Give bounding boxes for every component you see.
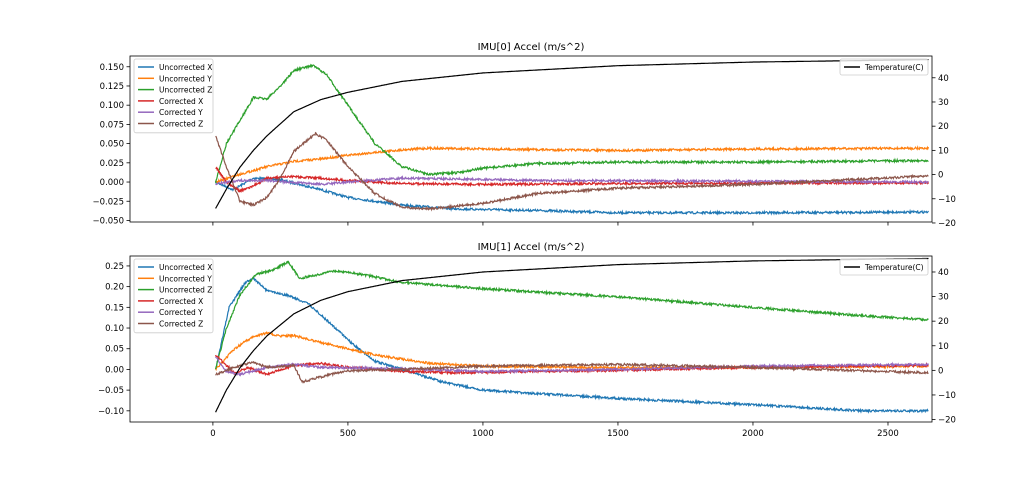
y-tick-label: 0.10 xyxy=(105,324,124,334)
y-tick-label: 0.05 xyxy=(105,345,124,355)
series-line-corrected-x xyxy=(215,354,929,377)
x-tick-label: 1000 xyxy=(472,429,494,439)
y2-tick-label: 40 xyxy=(938,74,949,84)
legend-label: Uncorrected Y xyxy=(159,274,212,283)
legend-temperature: Temperature(C) xyxy=(839,258,929,276)
legend-box xyxy=(839,258,929,276)
temperature-line xyxy=(215,257,929,413)
legend-label: Corrected Z xyxy=(159,320,203,329)
y2-tick-label: 10 xyxy=(938,342,949,352)
y2-tick-label: 30 xyxy=(938,293,949,303)
axes-frame xyxy=(129,55,933,223)
legend-label: Uncorrected X xyxy=(159,63,212,72)
series-line-corrected-z xyxy=(215,131,929,212)
legend: Uncorrected X Uncorrected Y Uncorrected Z C… xyxy=(133,258,214,334)
temperature-line xyxy=(215,59,929,209)
y-tick-label: 0.15 xyxy=(105,303,124,313)
legend-label: Temperature(C) xyxy=(864,263,924,272)
y2-tick-label: 20 xyxy=(938,122,949,132)
y-tick-label: −0.025 xyxy=(93,197,124,207)
y2-tick-label: 0 xyxy=(938,366,943,376)
axes-frame xyxy=(129,255,933,423)
y-tick-label: −0.05 xyxy=(98,386,124,396)
x-tick-label: 2500 xyxy=(877,429,899,439)
y2-tick-label: 30 xyxy=(938,98,949,108)
y-tick-label: 0.150 xyxy=(100,63,124,73)
y-tick-label: 0.025 xyxy=(100,159,124,169)
x-tick-label: 2000 xyxy=(742,429,764,439)
series-line-corrected-y xyxy=(215,356,930,377)
legend-temperature: Temperature(C) xyxy=(839,58,929,76)
legend-label: Corrected Y xyxy=(159,108,203,117)
y-tick-label: 0.20 xyxy=(105,283,124,293)
y2-tick-label: 10 xyxy=(938,146,949,156)
legend-label: Uncorrected Z xyxy=(159,286,212,295)
y2-tick-label: 40 xyxy=(938,268,949,278)
series-line-uncorrected-x xyxy=(215,175,929,216)
legend-label: Corrected Y xyxy=(159,308,203,317)
y-tick-label: 0.00 xyxy=(105,365,124,375)
y-tick-label: 0.25 xyxy=(105,262,124,272)
y-tick-label: −0.050 xyxy=(93,216,124,226)
series-line-corrected-z xyxy=(215,360,929,384)
chart-title: IMU[1] Accel (m/s^2) xyxy=(478,242,585,253)
y2-tick-label: −10 xyxy=(938,391,956,401)
y-tick-label: −0.10 xyxy=(98,407,124,417)
x-tick-label: 0 xyxy=(210,429,215,439)
x-tick-label: 1500 xyxy=(607,429,629,439)
legend-label: Corrected X xyxy=(159,297,203,306)
chart-title: IMU[0] Accel (m/s^2) xyxy=(478,42,585,53)
legend-box xyxy=(133,58,214,134)
y-tick-label: 0.125 xyxy=(100,82,124,92)
legend-label: Corrected Z xyxy=(159,120,203,129)
legend-label: Corrected X xyxy=(159,97,203,106)
legend-label: Uncorrected X xyxy=(159,263,212,272)
y2-tick-label: 0 xyxy=(938,171,943,181)
y-tick-label: 0.100 xyxy=(100,101,124,111)
legend-box xyxy=(133,258,214,334)
series-line-uncorrected-z xyxy=(215,63,929,183)
y-tick-label: 0.000 xyxy=(100,178,124,188)
y2-tick-label: 20 xyxy=(938,317,949,327)
y2-tick-label: −10 xyxy=(938,195,956,205)
series-line-uncorrected-y xyxy=(215,145,930,184)
y-tick-label: 0.050 xyxy=(100,140,124,150)
y-tick-label: 0.075 xyxy=(100,120,124,130)
series-line-uncorrected-z xyxy=(215,260,929,370)
x-tick-label: 500 xyxy=(340,429,356,439)
y2-tick-label: −20 xyxy=(938,416,956,426)
legend-label: Uncorrected Z xyxy=(159,86,212,95)
legend-label: Uncorrected Y xyxy=(159,74,212,83)
subplot-0: IMU[0] Accel (m/s^2) −0.050 −0.025 0.000 0.0… xyxy=(93,42,956,229)
legend: Uncorrected X Uncorrected Y Uncorrected Z C… xyxy=(133,58,214,134)
legend-label: Temperature(C) xyxy=(864,63,924,72)
subplot-1: IMU[1] Accel (m/s^2) 0 500 1000 1500 2000 2500… xyxy=(98,242,956,439)
legend-box xyxy=(839,58,929,76)
y2-tick-label: −20 xyxy=(938,219,956,229)
series-line-uncorrected-x xyxy=(215,276,929,414)
series-line-corrected-x xyxy=(215,166,930,194)
